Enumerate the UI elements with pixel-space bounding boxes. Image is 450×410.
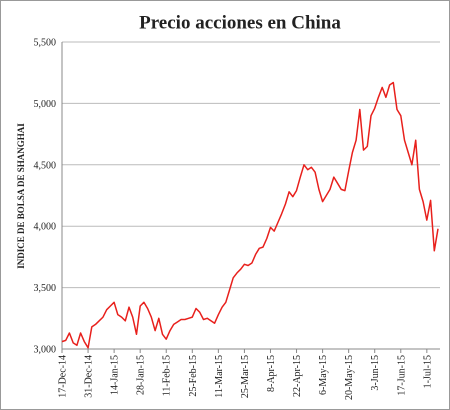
x-tick-label: 1-Jul-15 <box>422 355 433 388</box>
y-tick-label: 5,500 <box>34 38 57 49</box>
x-tick-label: 25-Mar-15 <box>240 355 251 398</box>
x-tick-label: 20-May-15 <box>344 355 355 400</box>
x-tick-label: 11-Feb-15 <box>162 355 173 396</box>
chart-title: Precio acciones en China <box>139 12 341 33</box>
y-axis-title: INDICE DE BOLSA DE SHANGHAI <box>16 123 26 269</box>
x-tick-label: 25-Feb-15 <box>188 355 199 397</box>
x-tick-label: 6-May-15 <box>318 355 329 395</box>
x-tick-label: 17-Jun-15 <box>396 355 407 396</box>
x-tick-label: 3-Jun-15 <box>370 355 381 391</box>
y-tick-label: 3,500 <box>34 283 57 294</box>
y-tick-label: 4,500 <box>34 160 57 171</box>
x-tick-label: 22-Apr-15 <box>292 355 303 397</box>
x-tick-label: 14-Jan-15 <box>110 355 121 395</box>
x-tick-label: 28-Jan-15 <box>136 355 147 395</box>
y-tick-label: 4,000 <box>34 222 57 233</box>
y-tick-label: 3,000 <box>34 345 57 356</box>
x-tick-label: 31-Dec-14 <box>84 355 95 398</box>
x-tick-label: 11-Mar-15 <box>214 355 225 398</box>
x-tick-label: 8-Apr-15 <box>266 355 277 392</box>
line <box>61 81 439 349</box>
y-tick-label: 5,000 <box>34 99 57 110</box>
x-tick-label: 17-Dec-14 <box>58 355 69 398</box>
